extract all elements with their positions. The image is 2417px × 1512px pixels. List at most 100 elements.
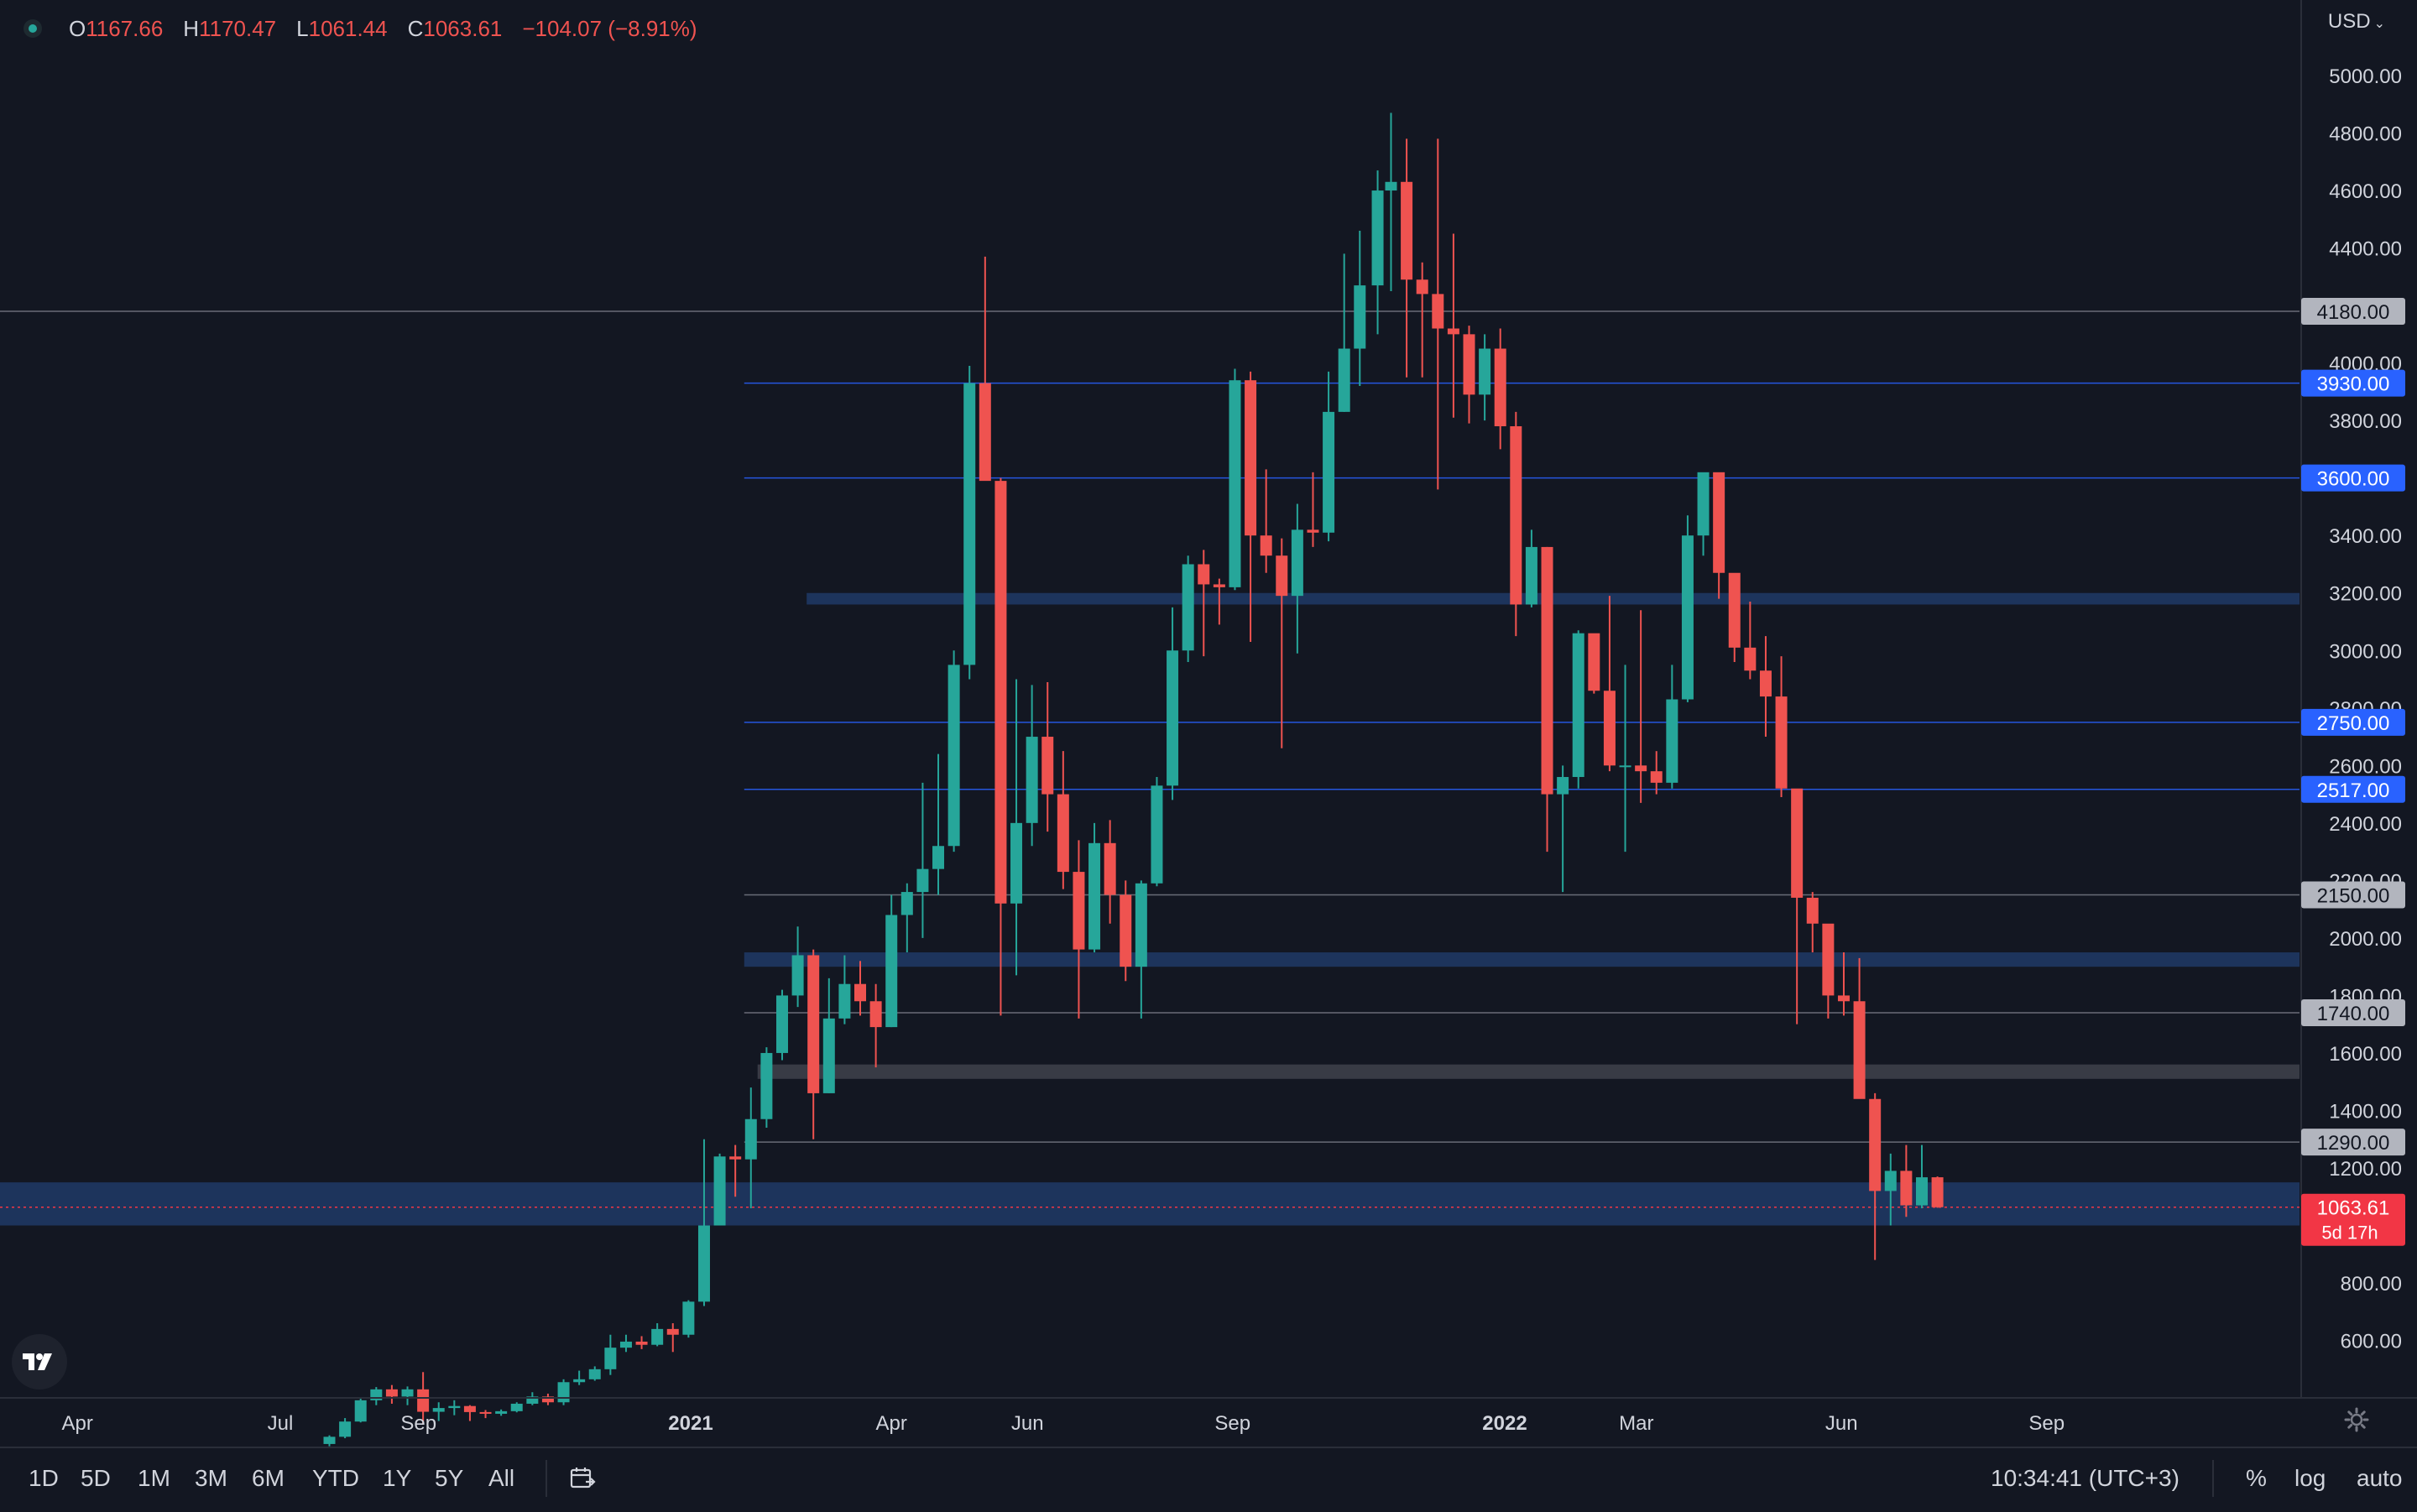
candle-body [1837,995,1850,1002]
candle-body [339,1421,352,1437]
candle-body [1010,822,1023,904]
clock-timezone[interactable]: 10:34:41 (UTC+3) [1991,1465,2179,1491]
candle-body [947,665,960,847]
range-6m[interactable]: 6M [252,1465,285,1491]
candle-body [1432,294,1444,329]
candle-body [588,1369,601,1379]
y-tick-label: 3200.00 [2329,583,2402,606]
candle-body [619,1341,632,1348]
candle-body [666,1328,679,1335]
candle-body [1775,696,1788,789]
candle-body [1884,1170,1897,1191]
y-tick-label: 1600.00 [2329,1043,2402,1066]
candle-body [463,1405,476,1412]
candle-body [760,1052,773,1119]
range-5y[interactable]: 5Y [435,1465,464,1491]
candle-body [1822,923,1835,996]
candle-body [854,983,866,1002]
candle-body [448,1405,461,1409]
y-tick-label: 1400.00 [2329,1100,2402,1123]
candle-body [417,1389,430,1412]
calendar-range-icon[interactable] [569,1465,596,1492]
candle-body [1167,650,1179,786]
zone-band [757,1064,2300,1079]
candle-body [1479,348,1491,395]
price-badge [2301,464,2405,492]
candle-body [354,1400,367,1422]
tradingview-logo-icon[interactable] [12,1334,67,1389]
candle-body [1463,334,1475,395]
candle-body [775,995,788,1053]
x-tick-label: Jul [268,1412,294,1435]
candle-body [1728,572,1741,648]
zone-band [807,592,2300,605]
price-badge [2301,775,2405,803]
candle-body [604,1348,617,1369]
candle-body [713,1156,726,1226]
range-1m[interactable]: 1M [138,1465,170,1491]
candle-body [526,1396,539,1404]
candle-body [573,1379,586,1383]
range-1d[interactable]: 1D [29,1465,59,1491]
candle-body [1806,897,1819,924]
open-value: 1167.66 [86,15,164,41]
range-1y[interactable]: 1Y [383,1465,412,1491]
candle-body [510,1403,523,1411]
price-badge-label: 3600.00 [2317,468,2390,491]
candle-body [1338,348,1350,412]
candle-body [1557,777,1569,795]
candle-body [479,1411,492,1414]
range-ytd[interactable]: YTD [312,1465,359,1491]
candle-body [807,955,820,1093]
y-tick-label: 4400.00 [2329,238,2402,261]
price-badge-label: 2517.00 [2317,779,2390,802]
y-tick-label: 1200.00 [2329,1158,2402,1181]
gear-icon[interactable] [2343,1406,2370,1433]
log-toggle[interactable]: log [2294,1465,2326,1491]
currency-selector[interactable]: USD ⌄ [2328,10,2385,34]
candlestick-series [323,112,1944,1447]
candle-body [557,1382,570,1403]
percent-toggle[interactable]: % [2246,1465,2267,1491]
candle-body [744,1118,757,1160]
y-tick-label: 800.00 [2341,1273,2402,1296]
candle-body [1915,1177,1928,1206]
candle-body [1603,691,1616,766]
zone-band [0,1182,2300,1226]
y-tick-label: 4600.00 [2329,180,2402,203]
close-label: C [407,15,424,41]
candle-body [1385,181,1397,191]
candle-body [869,1001,882,1028]
auto-toggle[interactable]: auto [2357,1465,2403,1491]
y-tick-label: 600.00 [2341,1331,2402,1353]
x-tick-label: Sep [1214,1412,1250,1435]
candle-body [1619,765,1631,768]
price-badge [2301,881,2405,909]
candle-body [1291,529,1303,597]
candle-body [1900,1170,1913,1206]
y-tick-label: 4800.00 [2329,123,2402,146]
candle-body [385,1389,398,1397]
ohlc-legend: O 1167.66 H 1170.47 L 1061.44 C 1063.61 −104… [23,12,697,45]
candle-body [682,1301,695,1335]
range-all[interactable]: All [488,1465,515,1491]
low-label: L [296,15,309,41]
x-tick-label: Apr [61,1412,92,1435]
candle-body [495,1410,508,1414]
open-label: O [69,15,86,41]
y-tick-label: 3000.00 [2329,640,2402,663]
candle-body [1323,411,1335,533]
candle-body [1931,1177,1944,1207]
price-badge-label: 3930.00 [2317,373,2390,396]
last-price-badge [2301,1193,2405,1246]
candle-body [1229,380,1241,587]
bottom-toolbar: 1D 5D 1M 3M 6M YTD 1Y 5Y All 10:34:41 (U… [0,1447,2417,1512]
range-5d[interactable]: 5D [81,1465,111,1491]
y-tick-label: 2600.00 [2329,755,2402,778]
candle-body [697,1225,710,1302]
candle-body [1681,535,1694,700]
range-3m[interactable]: 3M [195,1465,227,1491]
price-badge [2301,998,2405,1026]
close-value: 1063.61 [423,15,503,41]
